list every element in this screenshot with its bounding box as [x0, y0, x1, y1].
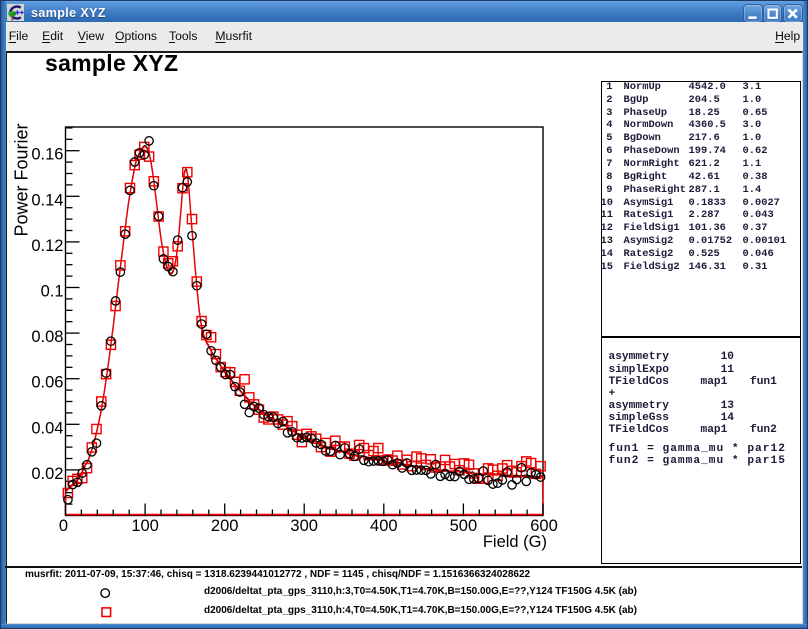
- svg-text:0.16: 0.16: [31, 146, 63, 164]
- svg-text:0.04: 0.04: [31, 419, 63, 437]
- svg-text:0.12: 0.12: [31, 237, 63, 255]
- svg-text:0.14: 0.14: [31, 191, 63, 209]
- svg-text:0.06: 0.06: [31, 374, 63, 392]
- svg-text:Field (G): Field (G): [483, 533, 547, 551]
- svg-text:100: 100: [131, 517, 159, 535]
- svg-text:0.1: 0.1: [41, 283, 64, 301]
- svg-text:0.08: 0.08: [31, 328, 63, 346]
- svg-text:Power Fourier: Power Fourier: [12, 123, 32, 236]
- svg-text:600: 600: [530, 517, 558, 535]
- svg-text:500: 500: [450, 517, 478, 535]
- svg-text:0: 0: [59, 517, 68, 535]
- svg-text:300: 300: [290, 517, 318, 535]
- svg-text:400: 400: [370, 517, 398, 535]
- svg-text:0.02: 0.02: [31, 465, 63, 483]
- svg-text:200: 200: [211, 517, 239, 535]
